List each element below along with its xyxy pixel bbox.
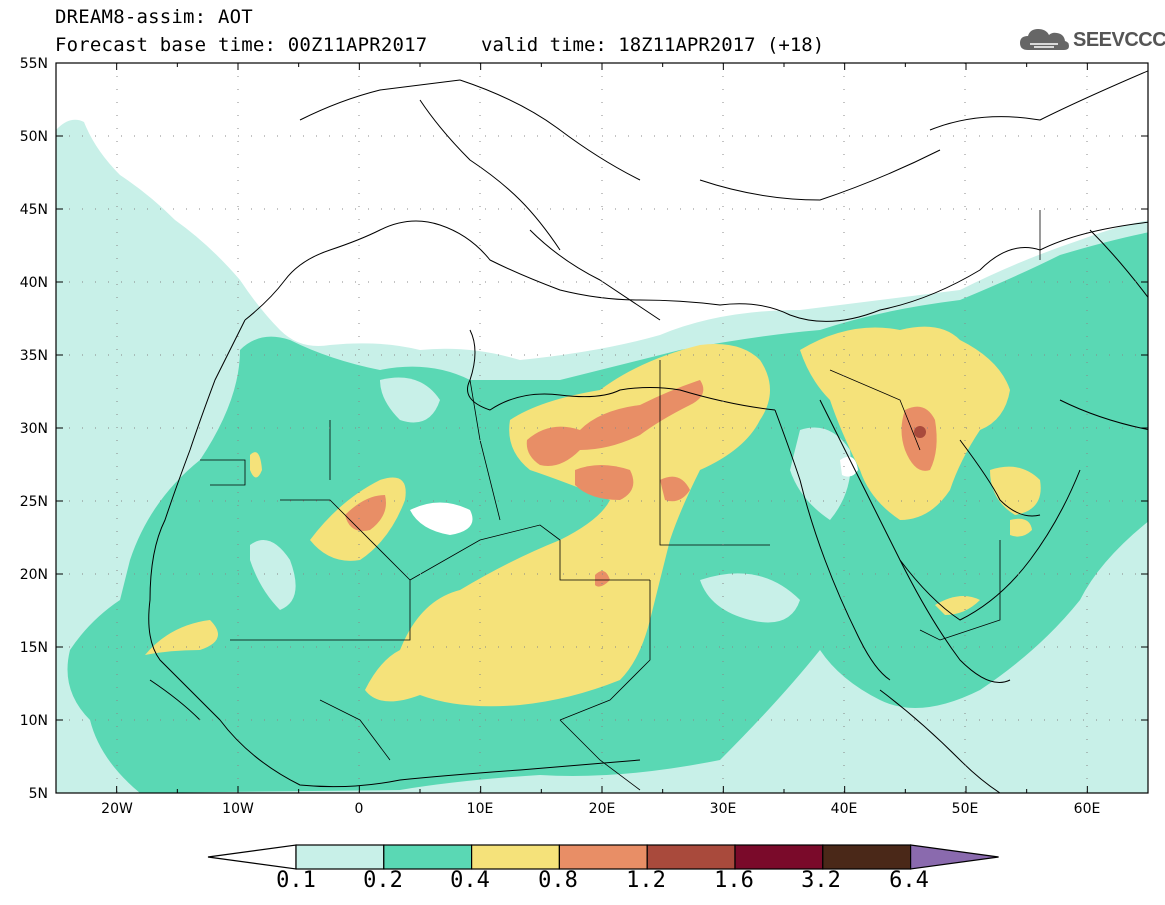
lon-label: 20W	[101, 801, 133, 817]
colorbar-arrow-low	[207, 844, 297, 870]
colorbar-swatch	[471, 844, 561, 870]
axis-ticks	[55, 62, 1149, 794]
graticule	[56, 63, 1148, 793]
valid-time: valid time: 18Z11APR2017 (+18)	[481, 34, 825, 56]
aot-shading	[56, 119, 1148, 793]
colorbar-swatch	[734, 844, 824, 870]
lon-labels: 20W 10W 0 10E 20E 30E 40E 50E 60E	[101, 801, 1100, 817]
logo-text: SEEVCCC	[1073, 28, 1165, 51]
lat-label: 20N	[20, 567, 48, 583]
lat-label: 35N	[20, 348, 48, 364]
lat-label: 10N	[20, 713, 48, 729]
lat-label: 45N	[20, 202, 48, 218]
aot-peak	[914, 426, 926, 438]
colorbar-label: 0.1	[276, 868, 316, 893]
lat-label: 50N	[20, 129, 48, 145]
lon-label: 40E	[831, 801, 858, 817]
lat-label: 15N	[20, 640, 48, 656]
colorbar-swatch	[822, 844, 912, 870]
seevccc-logo: SEEVCCC	[1018, 26, 1165, 54]
colorbar-swatch	[558, 844, 648, 870]
cloud-icon	[1020, 29, 1069, 50]
colorbar	[207, 844, 999, 870]
map-title: DREAM8-assim: AOT	[55, 6, 253, 28]
aot-band-0.8	[345, 380, 937, 587]
colorbar-swatch	[383, 844, 473, 870]
lat-label: 40N	[20, 275, 48, 291]
lon-label: 60E	[1074, 801, 1101, 817]
lat-label: 5N	[29, 786, 48, 802]
lat-label: 30N	[20, 421, 48, 437]
lon-label: 10E	[467, 801, 494, 817]
colorbar-label: 0.2	[363, 868, 403, 893]
lon-label: 20E	[589, 801, 616, 817]
colorbar-arrow-high	[909, 844, 999, 870]
colorbar-label: 0.8	[538, 868, 578, 893]
aot-holes	[250, 377, 851, 623]
colorbar-label: 1.6	[714, 868, 754, 893]
colorbar-label: 1.2	[626, 868, 666, 893]
lon-label: 30E	[710, 801, 737, 817]
lon-label: 50E	[952, 801, 979, 817]
colorbar-swatch	[646, 844, 736, 870]
lon-label: 10W	[222, 801, 254, 817]
country-borders	[200, 210, 1041, 791]
lat-label: 25N	[20, 494, 48, 510]
colorbar-label: 6.4	[889, 868, 929, 893]
base-time: Forecast base time: 00Z11APR2017	[55, 34, 428, 56]
colorbar-label: 0.4	[450, 868, 490, 893]
colorbar-swatch	[295, 844, 385, 870]
lat-labels: 55N 50N 45N 40N 35N 30N 25N 20N 15N 10N …	[20, 56, 48, 802]
coastlines	[148, 70, 1148, 793]
colorbar-label: 3.2	[801, 868, 841, 893]
lon-label: 0	[355, 801, 364, 817]
lat-label: 55N	[20, 56, 48, 72]
